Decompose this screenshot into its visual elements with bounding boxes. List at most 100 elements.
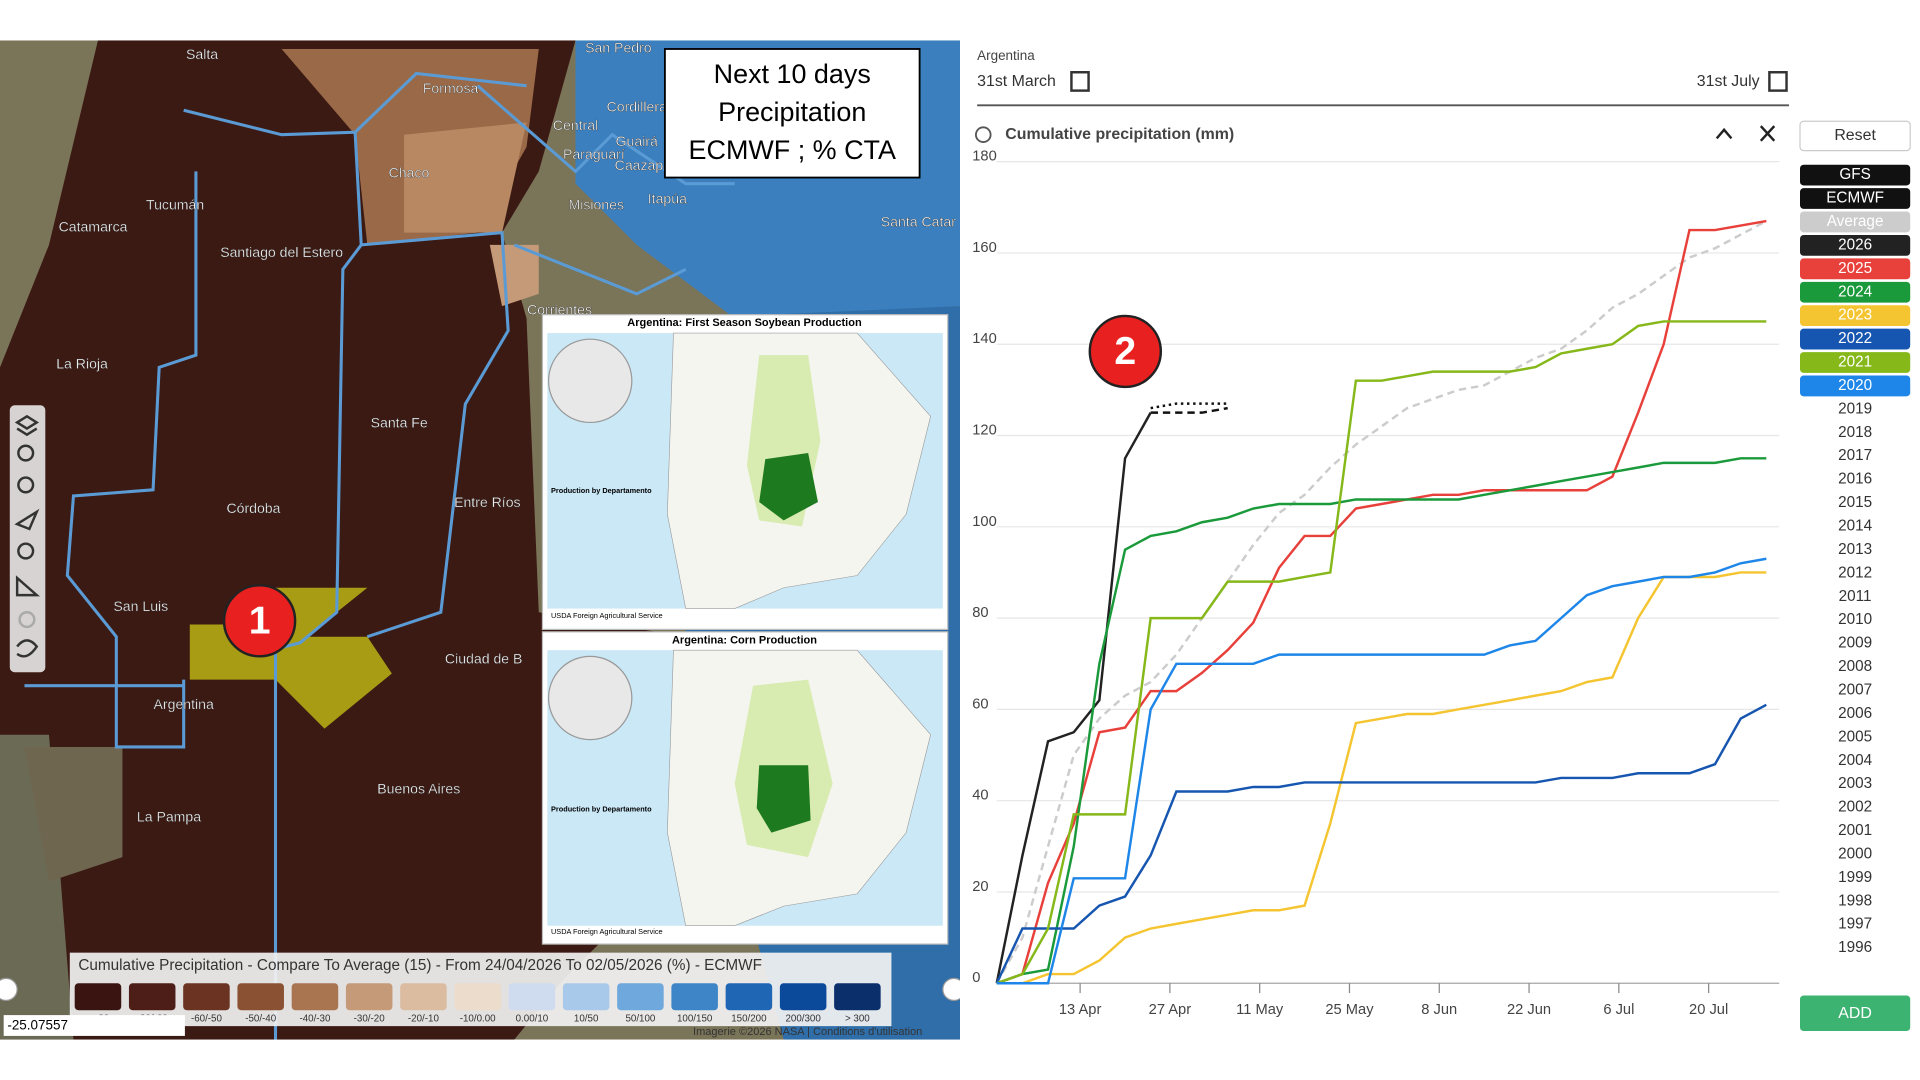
calendar-icon[interactable] (1768, 71, 1788, 92)
legend-year[interactable]: 2017 (1838, 447, 1872, 464)
marker (1088, 314, 1163, 389)
legend-button[interactable] (1800, 164, 1911, 186)
reset-button[interactable] (1799, 120, 1911, 152)
legend-year[interactable]: 2013 (1838, 541, 1872, 558)
legend-year[interactable]: 2007 (1838, 681, 1872, 698)
legend-year[interactable]: 2015 (1838, 494, 1872, 511)
scroll-right-button[interactable] (942, 977, 965, 1002)
legend-label[interactable]: ECMWF (1826, 190, 1884, 207)
legend-button[interactable] (1800, 328, 1911, 350)
legend-label[interactable]: 2020 (1838, 377, 1872, 394)
search-button[interactable] (17, 542, 35, 560)
legend-label[interactable]: 2026 (1838, 236, 1872, 253)
chart-title: Cumulative precipitation (mm) (1005, 126, 1234, 143)
layers-button[interactable] (14, 414, 40, 437)
place-label: Chaco (389, 165, 430, 181)
series-line (996, 571, 1767, 985)
legend-label[interactable]: Average (1827, 213, 1884, 230)
legend-button[interactable] (1800, 234, 1911, 256)
y-tick-label: 140 (972, 331, 997, 347)
legend-year[interactable]: 2002 (1838, 799, 1872, 816)
scroll-left-button[interactable] (0, 977, 18, 1002)
start-date[interactable]: 31st March (977, 73, 1056, 90)
legend-year[interactable]: 2004 (1838, 752, 1873, 769)
legend-year[interactable]: 2011 (1839, 588, 1872, 605)
legend-button[interactable] (1800, 258, 1911, 280)
y-tick-label: 20 (972, 879, 988, 895)
legend-year[interactable]: 1996 (1838, 939, 1872, 956)
zoom-out-button[interactable] (17, 476, 35, 494)
marker-label: 2 (1114, 330, 1136, 373)
legend-swatch (128, 983, 176, 1011)
legend-button[interactable] (1800, 352, 1911, 373)
end-date[interactable]: 31st July (1697, 73, 1760, 90)
place-label: Central (553, 117, 598, 133)
legend-button[interactable] (1800, 281, 1911, 303)
inset-title: Argentina: First Season Soybean Producti… (627, 317, 862, 329)
series-line (996, 457, 1767, 985)
inset-production (759, 453, 818, 521)
add-button[interactable] (1800, 995, 1911, 1032)
x-tick-label: 6 Jul (1603, 1002, 1634, 1018)
legend-year[interactable]: 2005 (1838, 728, 1872, 745)
legend-year[interactable]: 2009 (1838, 635, 1872, 652)
legend-year[interactable]: 2018 (1838, 424, 1872, 441)
draw-button[interactable] (16, 639, 39, 658)
attribution: Imagerie ©2026 NASA | Conditions d'utili… (693, 1026, 922, 1038)
legend-button[interactable] (1800, 188, 1911, 209)
legend-year[interactable]: 2012 (1838, 564, 1872, 581)
legend-button[interactable] (1800, 211, 1911, 233)
add-label[interactable]: ADD (1838, 1005, 1872, 1022)
place-label: Entre Ríos (454, 494, 521, 510)
legend-label[interactable]: GFS (1839, 166, 1870, 183)
legend-label[interactable]: 2024 (1838, 283, 1873, 300)
reset-label[interactable]: Reset (1834, 127, 1876, 144)
legend-label[interactable]: 2023 (1838, 307, 1872, 324)
close-button[interactable] (1759, 125, 1776, 142)
coordinates: -25.07557 (7, 1018, 68, 1033)
legend-year[interactable]: 2016 (1838, 471, 1872, 488)
legend-year[interactable]: 1999 (1838, 869, 1872, 886)
legend-year[interactable]: 2000 (1838, 845, 1872, 862)
legend-label[interactable]: 2021 (1838, 354, 1872, 371)
measure-button[interactable] (15, 575, 40, 597)
legend-button[interactable] (1800, 305, 1911, 327)
zoom-in-button[interactable] (17, 444, 35, 462)
place-label: Santa Catar (881, 214, 956, 230)
legend-year[interactable]: 2006 (1838, 705, 1872, 722)
legend-button[interactable] (1800, 375, 1911, 397)
border (361, 230, 510, 639)
legend-year[interactable]: 2019 (1838, 400, 1872, 417)
legend-year[interactable]: 2001 (1838, 822, 1872, 839)
legend-year[interactable]: 2003 (1838, 775, 1872, 792)
legend-year[interactable]: 1997 (1838, 916, 1872, 933)
toolbar-icons (14, 414, 40, 658)
legend-year[interactable]: 1998 (1838, 892, 1872, 909)
x-tick-label: 11 May (1236, 1002, 1284, 1018)
legend-label[interactable]: 2025 (1838, 260, 1872, 277)
y-tick-label: 80 (972, 605, 988, 621)
legend-swatches: < -80-80/-60-60/-50-50/-40-40/-30-30/-20… (74, 983, 881, 1024)
legend-year[interactable]: 2008 (1838, 658, 1872, 675)
legend-swatch (671, 983, 718, 1011)
map: Salta Formosa San Pedro Cordillera Central Pa… (0, 40, 965, 1040)
legend-class-label: 50/100 (625, 1013, 655, 1024)
province-region (489, 244, 539, 307)
legend-class-label: -40/-30 (299, 1013, 331, 1024)
locate-button[interactable] (14, 508, 40, 531)
region-label: Argentina (977, 48, 1035, 63)
calendar-icon[interactable] (1070, 71, 1090, 92)
series-line (996, 320, 1767, 985)
legend-swatch (74, 983, 122, 1011)
y-tick-label: 0 (972, 970, 980, 986)
globe-icon (975, 126, 992, 143)
legend-label[interactable]: 2022 (1838, 330, 1872, 347)
collapse-button[interactable] (1715, 127, 1733, 140)
gps-button[interactable] (18, 611, 36, 629)
legend-year[interactable]: 2010 (1838, 611, 1872, 628)
legend-year[interactable]: 2014 (1838, 518, 1873, 535)
place-label: Ciudad de B (445, 651, 523, 667)
y-tick-label: 120 (972, 422, 997, 438)
legend-class-label: 200/300 (785, 1013, 821, 1024)
